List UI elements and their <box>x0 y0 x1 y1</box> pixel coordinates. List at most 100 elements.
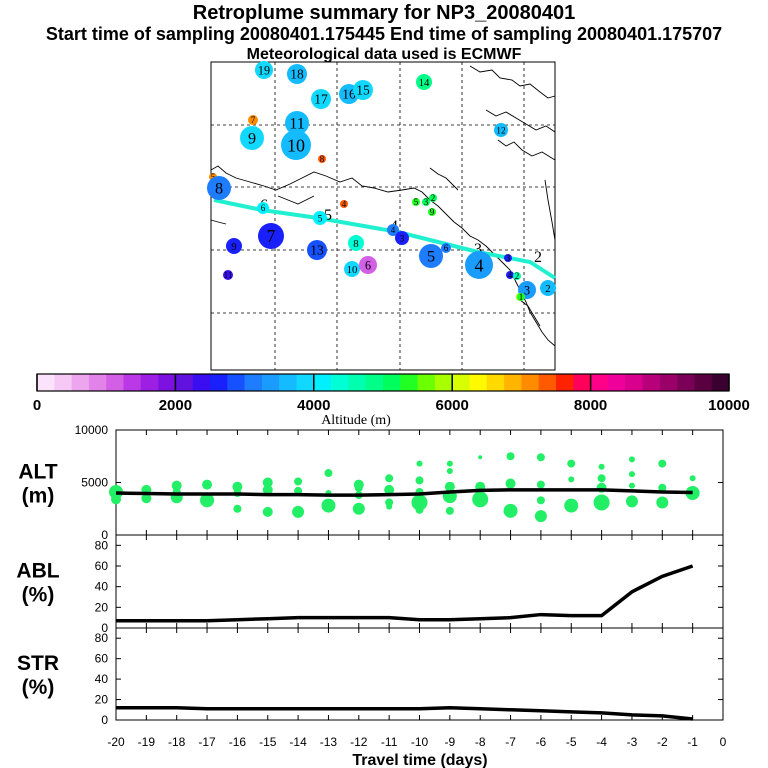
x-tick-label: -11 <box>381 735 398 749</box>
marker-day-label: 8 <box>320 154 325 164</box>
map-panel: 65432 1918171615141112109785486547913835… <box>207 61 557 371</box>
marker-day-label: 8 <box>353 238 358 250</box>
marker-day-label: 10 <box>287 135 305 155</box>
marker-day-label: 10 <box>347 264 358 276</box>
y-tick-label: 80 <box>95 538 109 552</box>
altitude-marker <box>416 74 432 90</box>
marker-day-label: 13 <box>310 243 324 258</box>
y-tick-label: 80 <box>95 631 109 645</box>
altitude-point <box>444 481 455 492</box>
altitude-marker <box>258 223 284 249</box>
x-tick-label: -10 <box>411 735 429 749</box>
colorbar-tick-label: 8000 <box>574 397 607 414</box>
altitude-point <box>384 484 395 495</box>
x-tick-label: -17 <box>198 735 216 749</box>
y-tick-label: 40 <box>95 672 109 686</box>
x-tick-label: -16 <box>229 735 247 749</box>
altitude-point <box>689 475 696 482</box>
marker-day-label: 4 <box>391 225 396 235</box>
colorbar-swatch <box>625 374 643 391</box>
colorbar-swatch <box>192 374 211 391</box>
colorbar-swatch <box>365 374 384 391</box>
marker-day-label: 16 <box>342 87 356 102</box>
marker-day-label: 15 <box>356 83 370 98</box>
path-day-label: 3 <box>474 241 482 258</box>
colorbar-swatch <box>677 374 695 391</box>
altitude-point <box>202 479 213 490</box>
colorbar-swatch <box>227 374 245 391</box>
altitude-marker <box>494 123 508 137</box>
colorbar-swatch <box>504 374 522 391</box>
altitude-point <box>109 484 123 499</box>
altitude-point <box>478 455 483 460</box>
altitude-point <box>262 477 273 488</box>
altitude-point <box>625 495 638 508</box>
coastline-segment <box>519 299 541 327</box>
coastline-segment <box>210 219 227 225</box>
marker-day-label: 9 <box>231 241 236 253</box>
colorbar-tick-label: 10000 <box>708 397 750 414</box>
altitude-point <box>416 460 423 467</box>
altitude-point <box>536 496 545 505</box>
altitude-marker <box>429 194 437 202</box>
altitude-marker <box>311 89 331 109</box>
x-tick-label: -1 <box>687 735 698 749</box>
marker-day-label: 5 <box>318 214 323 224</box>
x-tick-label: -20 <box>107 735 125 749</box>
y-tick-label: 0 <box>101 528 108 542</box>
colorbar-swatch <box>383 374 401 391</box>
colorbar-tick-label: 4000 <box>297 397 330 414</box>
altitude-point <box>506 452 515 461</box>
colorbar-swatch <box>400 374 418 391</box>
series-line <box>115 488 693 497</box>
altitude-point <box>262 484 273 495</box>
marker-day-label: 3 <box>424 197 429 207</box>
x-tick-label: -4 <box>596 735 607 749</box>
coastline-segment <box>485 109 556 133</box>
x-tick-label: -13 <box>320 735 338 749</box>
colorbar-swatch <box>538 374 557 391</box>
marker-day-label: 9 <box>248 130 256 148</box>
altitude-marker <box>359 256 377 274</box>
marker-day-label: 18 <box>290 67 304 82</box>
altitude-marker <box>441 243 451 253</box>
altitude-point <box>292 505 305 518</box>
colorbar-swatch <box>607 374 626 391</box>
colorbar-swatch <box>590 374 609 391</box>
altitude-point <box>446 460 453 467</box>
y-tick-label: 20 <box>95 693 109 707</box>
altitude-point <box>352 502 365 515</box>
x-axis-label: Travel time (days) <box>352 752 487 768</box>
altitude-point <box>505 478 516 489</box>
altitude-marker <box>506 271 514 279</box>
colorbar-title: Altitude (m) <box>321 413 391 428</box>
altitude-marker <box>540 280 556 296</box>
y-axis-label: (%) <box>22 676 55 699</box>
marker-day-label: 6 <box>365 258 371 272</box>
altitude-point <box>536 453 545 462</box>
colorbar-swatch <box>54 374 72 391</box>
altitude-marker <box>226 238 242 254</box>
altitude-marker <box>307 240 327 260</box>
altitude-marker <box>395 231 409 245</box>
altitude-point <box>597 474 606 483</box>
altitude-marker <box>248 115 258 125</box>
colorbar-swatch <box>469 374 488 391</box>
x-tick-label: -2 <box>657 735 668 749</box>
altitude-marker <box>348 235 364 251</box>
colorbar-swatch <box>452 374 470 391</box>
x-tick-label: -7 <box>505 735 516 749</box>
altitude-point <box>386 503 393 510</box>
marker-day-label: 3 <box>400 234 405 244</box>
colorbar-swatch <box>106 374 124 391</box>
time-series-panels: 1000050000ALT(m)806040200ABL(%)806040200… <box>16 423 726 768</box>
marker-day-label: 12 <box>496 126 506 136</box>
colorbar-swatch <box>313 374 332 391</box>
altitude-point <box>503 503 518 518</box>
colorbar-swatch <box>659 374 678 391</box>
colorbar-swatch <box>244 374 263 391</box>
path-day-label: 5 <box>324 207 332 224</box>
colorbar-swatch <box>642 374 661 391</box>
marker-day-label: 17 <box>314 92 328 107</box>
altitude-point <box>628 471 635 478</box>
